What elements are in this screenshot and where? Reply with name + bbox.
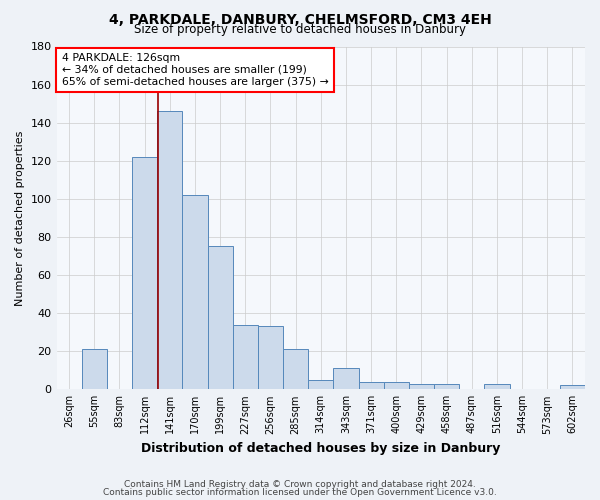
Bar — [484, 384, 509, 390]
Bar — [208, 246, 233, 390]
Bar — [308, 380, 334, 390]
Bar — [359, 382, 383, 390]
Bar — [283, 350, 308, 390]
Bar — [182, 195, 208, 390]
Bar — [258, 326, 283, 390]
Y-axis label: Number of detached properties: Number of detached properties — [15, 130, 25, 306]
Bar — [233, 324, 258, 390]
Bar — [132, 157, 157, 390]
Text: Contains HM Land Registry data © Crown copyright and database right 2024.: Contains HM Land Registry data © Crown c… — [124, 480, 476, 489]
Bar — [82, 350, 107, 390]
Bar — [383, 382, 409, 390]
Text: Contains public sector information licensed under the Open Government Licence v3: Contains public sector information licen… — [103, 488, 497, 497]
Bar — [434, 384, 459, 390]
Bar — [334, 368, 359, 390]
X-axis label: Distribution of detached houses by size in Danbury: Distribution of detached houses by size … — [141, 442, 500, 455]
Text: Size of property relative to detached houses in Danbury: Size of property relative to detached ho… — [134, 22, 466, 36]
Bar — [409, 384, 434, 390]
Text: 4, PARKDALE, DANBURY, CHELMSFORD, CM3 4EH: 4, PARKDALE, DANBURY, CHELMSFORD, CM3 4E… — [109, 12, 491, 26]
Bar — [157, 112, 182, 390]
Text: 4 PARKDALE: 126sqm
← 34% of detached houses are smaller (199)
65% of semi-detach: 4 PARKDALE: 126sqm ← 34% of detached hou… — [62, 54, 329, 86]
Bar — [560, 386, 585, 390]
